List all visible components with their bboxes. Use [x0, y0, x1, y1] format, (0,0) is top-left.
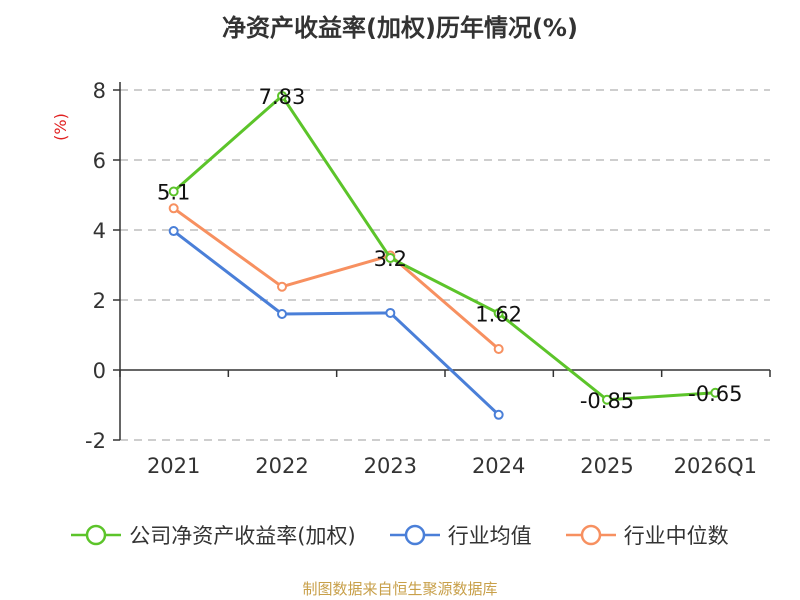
data-point	[277, 281, 287, 292]
x-tick-label: 2023	[364, 454, 417, 478]
legend-label: 行业中位数	[623, 524, 729, 548]
x-tick-labels: 2021 2022 2023 2024 2025 2026Q1	[147, 454, 757, 478]
data-point	[710, 387, 721, 398]
legend-symbol-icon	[71, 524, 122, 546]
data-point	[493, 344, 504, 354]
data-label: -0.65	[688, 382, 742, 406]
legend-item[interactable]: 行业均值	[389, 520, 532, 550]
grid-lines	[113, 89, 770, 441]
data-point	[168, 203, 179, 214]
data-label: 3.2	[374, 247, 407, 271]
data-point	[493, 308, 504, 319]
legend-symbol-icon	[389, 524, 440, 546]
x-tick-label: 2024	[472, 454, 525, 478]
data-label: -0.85	[580, 389, 634, 413]
data-point	[277, 90, 287, 101]
y-tick-label: -2	[85, 429, 106, 453]
series-line	[172, 207, 500, 351]
legend-marker	[580, 524, 601, 546]
data-point	[385, 307, 396, 318]
series-line	[172, 94, 716, 402]
data-point	[277, 309, 287, 319]
data-point	[385, 253, 396, 263]
data-labels: 5.1 7.83 3.2 1.62 -0.85 -0.65	[157, 85, 743, 413]
legend-marker	[86, 524, 107, 546]
y-tick-label: 0	[93, 359, 106, 383]
source-note: 制图数据来自恒生聚源数据库	[302, 580, 498, 598]
y-tick-labels: -2 0 2 4 6 8	[85, 79, 106, 453]
data-point	[168, 226, 179, 237]
data-label: 5.1	[157, 181, 190, 205]
y-axis-label: (%)	[51, 113, 70, 141]
legend-label: 公司净资产收益率(加权)	[129, 524, 356, 548]
x-tick-label: 2026Q1	[674, 454, 757, 478]
y-tick-label: 2	[93, 289, 106, 313]
x-tick-label: 2025	[580, 454, 633, 478]
legend: 公司净资产收益率(加权) 行业均值 行业中位数	[0, 520, 800, 550]
legend-label: 行业均值	[447, 524, 532, 548]
data-point	[168, 186, 179, 197]
y-tick-label: 6	[93, 149, 106, 173]
legend-symbol-icon	[565, 524, 616, 546]
x-tick-label: 2022	[255, 454, 308, 478]
chart-title: 净资产收益率(加权)历年情况(%)	[222, 14, 578, 42]
data-label: 7.83	[259, 85, 306, 109]
legend-item[interactable]: 行业中位数	[565, 520, 729, 550]
data-point	[493, 409, 504, 420]
legend-item[interactable]: 公司净资产收益率(加权)	[71, 520, 356, 550]
axes	[119, 82, 771, 440]
y-tick-label: 8	[93, 79, 106, 103]
legend-marker	[404, 524, 425, 546]
y-tick-label: 4	[93, 219, 106, 243]
x-tick-label: 2021	[147, 454, 200, 478]
data-label: 1.62	[475, 302, 522, 326]
data-point	[602, 394, 612, 405]
series-line	[172, 229, 500, 416]
series-lines	[168, 90, 721, 420]
